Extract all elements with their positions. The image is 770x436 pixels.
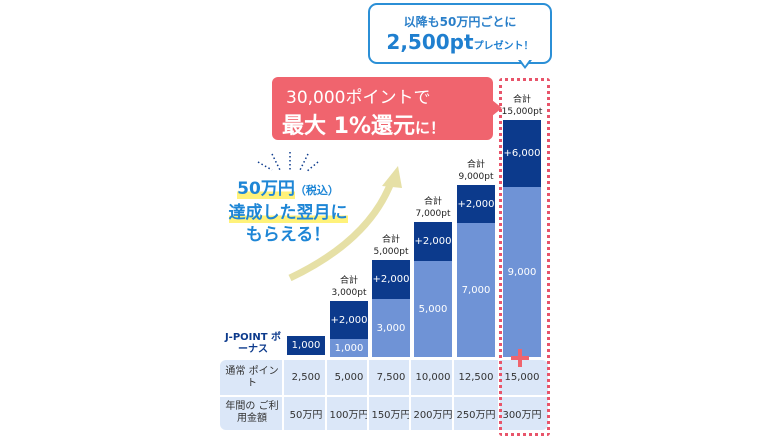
total-value: 7,000pt	[415, 209, 451, 219]
highlight-box	[499, 78, 550, 436]
bar-value: +6,000	[503, 148, 541, 159]
red-line1: 30,000ポイントで	[286, 88, 431, 108]
bar-bonus: +2,000	[330, 301, 368, 339]
callout-amount: 2,500pt	[386, 30, 474, 54]
bar-value: 1,000	[291, 340, 321, 351]
total-value: 15,000pt	[501, 107, 543, 117]
promo-line2: 達成した翌月に	[228, 203, 348, 223]
row-divider	[220, 395, 548, 397]
normal-points-cell: 7,500	[376, 372, 406, 383]
bar-normal: 1,000	[330, 339, 368, 357]
spend-cell: 100万円	[329, 409, 369, 421]
spend-cell: 150万円	[371, 409, 411, 421]
bar-value: +2,000	[372, 274, 410, 285]
normal-points-cell: 10,000	[415, 372, 451, 383]
red-line2: 最大 1%還元	[282, 114, 416, 139]
callout-line1: 以降も50万円ごとに	[403, 15, 517, 29]
bar-value: +2,000	[414, 236, 452, 247]
bar-bonus: +2,000	[372, 260, 410, 299]
callout-bubble-red: 30,000ポイントで 最大 1%還元に！	[272, 77, 493, 140]
total-caption: 合計	[512, 95, 531, 105]
row-label-bonus: J-POINT ボーナス	[224, 332, 282, 355]
bar-bonus: +6,000	[503, 120, 541, 187]
spend-cell: 50万円	[289, 409, 323, 421]
total-value: 3,000pt	[331, 288, 367, 298]
bar-bonus: +2,000	[414, 222, 452, 261]
total-caption: 合計	[381, 235, 400, 245]
bar-value: 7,000	[461, 284, 491, 296]
normal-points-cell: 12,500	[458, 372, 494, 383]
bar-value: 9,000	[507, 266, 537, 278]
bar-normal: 9,000	[503, 187, 541, 357]
bar-normal: 3,000	[372, 299, 410, 357]
promo-line3: もらえる！	[245, 225, 331, 245]
total-label: 合計 3,000pt	[324, 275, 374, 299]
bar-value: 5,000	[418, 303, 448, 315]
bubble-tail-red	[492, 100, 502, 116]
callout-bubble-blue: 以降も50万円ごとに 2,500ptプレゼント！	[368, 3, 552, 64]
total-label: 合計 7,000pt	[408, 196, 458, 220]
total-label: 合計 5,000pt	[366, 234, 416, 258]
row-label-normal: 通常 ポイント	[225, 366, 279, 389]
total-label: 合計 15,000pt	[497, 94, 547, 118]
total-value: 9,000pt	[458, 172, 494, 182]
promo-text: 50万円（税込） 達成した翌月に もらえる！	[218, 178, 358, 246]
sparkle-arrow-graphic	[257, 152, 402, 282]
total-caption: 合計	[466, 160, 485, 170]
bar-value: 3,000	[376, 322, 406, 334]
spend-cell: 300万円	[502, 409, 542, 421]
bar-value: +2,000	[457, 198, 495, 210]
promo-tax: （税込）	[294, 184, 339, 197]
normal-points-cell: 2,500	[291, 372, 321, 383]
spend-cell: 250万円	[456, 409, 496, 421]
normal-points-cell: 15,000	[504, 372, 540, 383]
bar-value: 1,000	[334, 342, 364, 354]
sparkle-icon	[257, 152, 319, 173]
bar-bonus: +2,000	[457, 185, 495, 223]
total-label: 合計 9,000pt	[451, 159, 501, 183]
normal-points-cell: 5,000	[334, 372, 364, 383]
total-caption: 合計	[339, 276, 358, 286]
total-value: 5,000pt	[373, 247, 409, 257]
row-label-spend: 年間の ご利用金額	[225, 401, 279, 424]
bar-normal: 7,000	[457, 223, 495, 357]
bar-bonus: 1,000	[287, 336, 325, 355]
total-caption: 合計	[423, 197, 442, 207]
bar-normal: 5,000	[414, 261, 452, 357]
arrow-icon	[288, 178, 396, 282]
callout-suffix: プレゼント！	[473, 41, 534, 52]
promo-line1: 50万円	[237, 179, 295, 199]
red-line2-suffix: に！	[415, 119, 446, 137]
spend-cell: 200万円	[413, 409, 453, 421]
bubble-tail-inner	[520, 59, 530, 66]
bar-value: +2,000	[330, 314, 368, 326]
plus-icon	[511, 349, 529, 367]
